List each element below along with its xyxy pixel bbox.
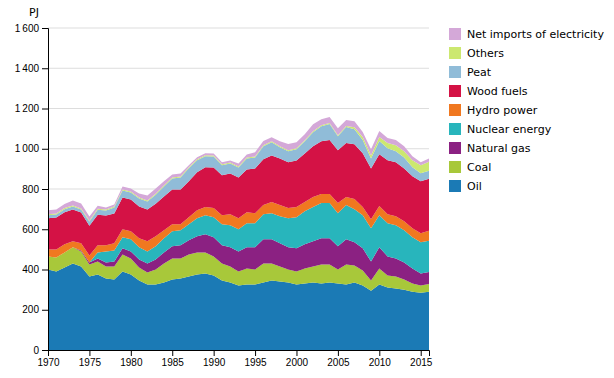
y-tick: 1 600 bbox=[15, 23, 48, 34]
area bbox=[48, 117, 429, 221]
y-tick-mark bbox=[42, 68, 48, 69]
x-tick: 1975 bbox=[79, 350, 102, 368]
y-tick-mark bbox=[42, 109, 48, 110]
legend-label: Natural gas bbox=[467, 142, 531, 155]
y-tick: 1 000 bbox=[15, 143, 48, 154]
areas bbox=[48, 117, 429, 350]
legend-swatch bbox=[449, 180, 461, 192]
y-tick: 0 bbox=[33, 345, 48, 356]
grid-line bbox=[48, 28, 429, 29]
y-tick-mark bbox=[42, 229, 48, 230]
x-tick-mark bbox=[172, 350, 173, 356]
legend-swatch bbox=[449, 85, 461, 97]
x-tick: 1990 bbox=[203, 350, 226, 368]
x-tick-mark bbox=[421, 350, 422, 356]
x-tick-label: 1995 bbox=[244, 357, 267, 368]
x-tick-mark bbox=[48, 350, 49, 356]
x-tick-mark bbox=[131, 350, 132, 356]
x-tick-label: 1990 bbox=[203, 357, 226, 368]
y-tick-mark bbox=[42, 310, 48, 311]
y-tick-mark bbox=[42, 270, 48, 271]
legend-swatch bbox=[449, 142, 461, 154]
x-tick-mark bbox=[296, 350, 297, 356]
legend-label: Others bbox=[467, 47, 504, 60]
x-tick: 2015 bbox=[410, 350, 433, 368]
x-tick-label: 1975 bbox=[79, 357, 102, 368]
x-tick: 1985 bbox=[162, 350, 185, 368]
area bbox=[48, 123, 429, 222]
chart: 02004006008001 0001 2001 4001 6001970197… bbox=[0, 0, 614, 378]
legend-swatch bbox=[449, 47, 461, 59]
legend-swatch bbox=[449, 123, 461, 135]
legend-item: Others bbox=[449, 47, 504, 60]
y-tick-label: 1 000 bbox=[15, 143, 40, 154]
x-tick-mark bbox=[338, 350, 339, 356]
legend-item: Oil bbox=[449, 180, 482, 193]
x-tick-mark bbox=[255, 350, 256, 356]
x-tick-label: 2000 bbox=[286, 357, 309, 368]
legend-label: Peat bbox=[467, 66, 492, 79]
x-axis: 1970 1975 1980 1985 1990 1995 2000 2005 2010 2015 bbox=[37, 350, 432, 368]
x-tick-label: 2005 bbox=[327, 357, 350, 368]
x-tick: 2000 bbox=[286, 350, 309, 368]
legend-item: Peat bbox=[449, 66, 492, 79]
y-tick: 1 400 bbox=[15, 63, 48, 74]
y-tick-label: 1 600 bbox=[15, 23, 40, 34]
x-tick-mark bbox=[379, 350, 380, 356]
y-tick-label: 0 bbox=[33, 345, 39, 356]
legend-item: Coal bbox=[449, 161, 491, 174]
x-tick: 1980 bbox=[120, 350, 143, 368]
y-axis: 0 200 400 600 800 1 000 1 200 1 400 1 600 bbox=[15, 23, 49, 356]
x-tick-label: 2015 bbox=[410, 357, 433, 368]
x-tick-label: 1985 bbox=[162, 357, 185, 368]
y-tick: 1 200 bbox=[15, 103, 48, 114]
y-tick: 400 bbox=[22, 264, 48, 275]
y-tick-mark bbox=[42, 28, 48, 29]
legend-label: Wood fuels bbox=[467, 85, 528, 98]
legend-swatch bbox=[449, 66, 461, 78]
legend-label: Oil bbox=[467, 180, 482, 193]
x-axis-line bbox=[49, 351, 430, 357]
legend-item: Net imports of electricity bbox=[449, 28, 604, 41]
legend-label: Nuclear energy bbox=[467, 123, 552, 136]
y-tick: 200 bbox=[22, 304, 48, 315]
y-tick-label: 1 400 bbox=[15, 63, 40, 74]
legend-item: Natural gas bbox=[449, 142, 531, 155]
y-axis-title: PJ bbox=[29, 6, 39, 19]
legend-label: Net imports of electricity bbox=[467, 28, 604, 41]
x-tick-label: 1970 bbox=[37, 357, 60, 368]
x-tick-label: 2010 bbox=[369, 357, 392, 368]
x-tick: 2010 bbox=[369, 350, 392, 368]
legend-swatch bbox=[449, 28, 461, 40]
y-tick-label: 400 bbox=[22, 264, 39, 275]
legend-swatch bbox=[449, 161, 461, 173]
y-tick: 600 bbox=[22, 224, 48, 235]
grid-line bbox=[48, 108, 429, 109]
y-tick-label: 200 bbox=[22, 304, 39, 315]
y-tick-mark bbox=[42, 149, 48, 150]
grid-line bbox=[48, 68, 429, 69]
grid bbox=[48, 28, 429, 350]
x-tick: 1995 bbox=[244, 350, 267, 368]
legend: Net imports of electricity Others Peat Wood… bbox=[449, 28, 604, 193]
x-tick: 2005 bbox=[327, 350, 350, 368]
x-tick-mark bbox=[89, 350, 90, 356]
legend-item: Wood fuels bbox=[449, 85, 528, 98]
y-axis-line bbox=[42, 29, 49, 351]
y-tick-mark bbox=[42, 350, 48, 351]
y-tick-label: 1 200 bbox=[15, 103, 40, 114]
y-tick: 800 bbox=[22, 184, 48, 195]
y-tick-label: 800 bbox=[22, 184, 39, 195]
plot: 02004006008001 0001 2001 4001 6001970197… bbox=[15, 6, 433, 368]
legend-label: Hydro power bbox=[467, 104, 538, 117]
legend-swatch bbox=[449, 104, 461, 116]
x-tick-label: 1980 bbox=[120, 357, 143, 368]
x-tick: 1970 bbox=[37, 350, 60, 368]
legend-item: Hydro power bbox=[449, 104, 538, 117]
legend-label: Coal bbox=[467, 161, 491, 174]
y-tick-mark bbox=[42, 189, 48, 190]
legend-item: Nuclear energy bbox=[449, 123, 552, 136]
y-tick-label: 600 bbox=[22, 224, 39, 235]
x-tick-mark bbox=[214, 350, 215, 356]
